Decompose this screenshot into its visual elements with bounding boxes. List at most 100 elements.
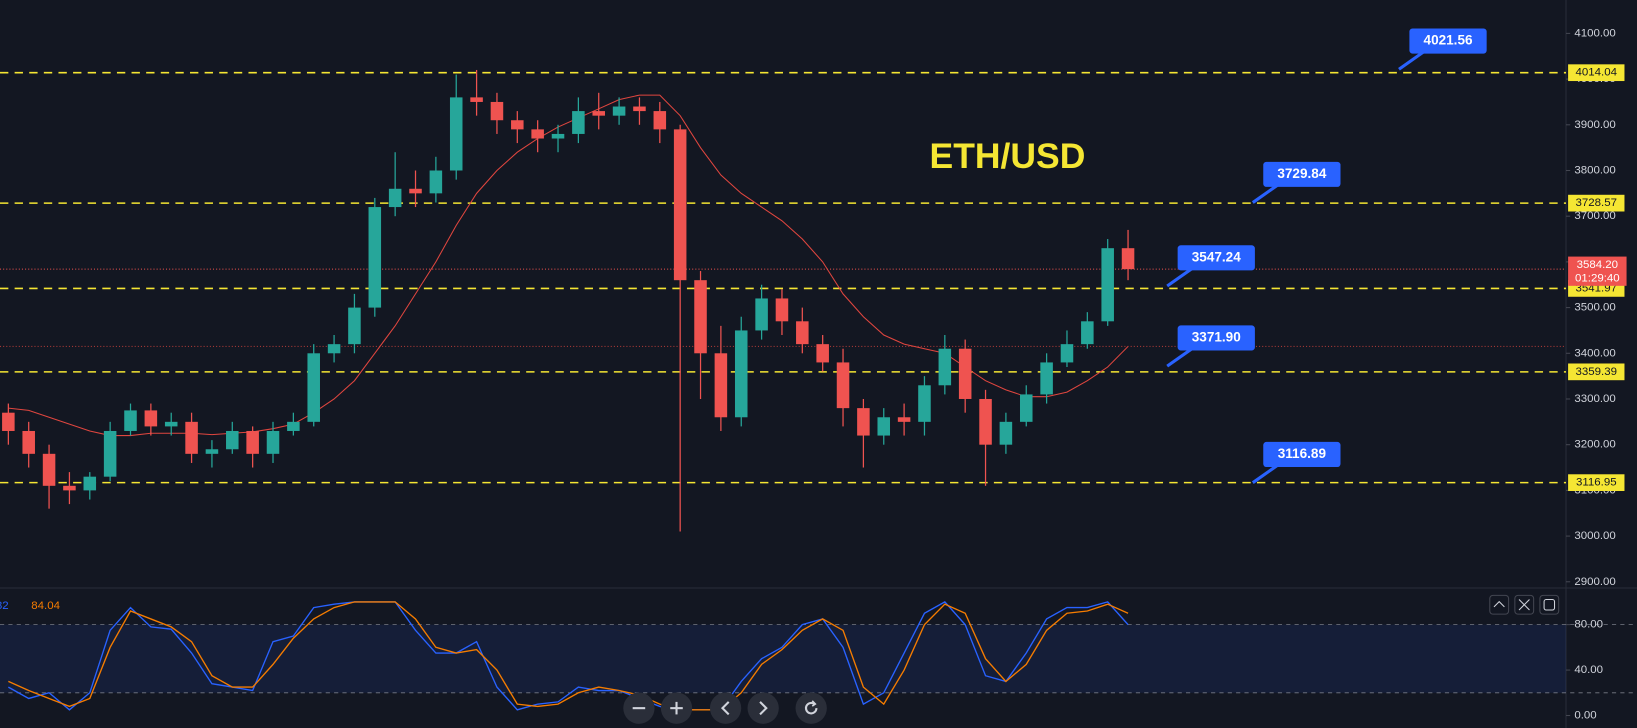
callout-label: 3729.84 [1277,166,1326,181]
candle-body [531,129,544,139]
candle-body [42,453,56,486]
candle-body [63,485,76,491]
y-tick-label: 3400.00 [1574,347,1615,359]
zoom-in-button[interactable] [660,692,693,724]
toolbar [623,692,827,724]
candle-body [266,430,280,454]
stochastic-line [8,601,1129,711]
scroll-right-button[interactable] [747,692,779,724]
candle-body [368,207,382,308]
indicator-value: 82 [0,600,9,612]
candle-body [124,410,137,431]
candle-body [144,410,158,427]
y-tick-label: 3500.00 [1574,302,1615,314]
candle-body [511,120,524,130]
candle-body [633,106,646,112]
candle-body [938,348,952,386]
candle-body [816,344,829,363]
candle-body [673,129,687,281]
callout-box [1177,325,1255,351]
candle-body [490,101,504,121]
candle-body [2,412,15,431]
callout-box [1263,161,1341,187]
candle-body [307,353,320,422]
candle-body [1060,344,1074,363]
callout-label: 3547.24 [1192,249,1241,264]
pane-controls [1489,594,1560,615]
callout-box [1263,441,1341,467]
candle-body [857,408,870,436]
indicator-value: 84.04 [31,600,60,612]
level-label-box [1568,194,1625,212]
candle-body [226,430,239,450]
candle-body [449,97,463,171]
candle-body [246,430,259,454]
move-up-button[interactable] [1489,594,1510,615]
candle-body [999,421,1013,445]
candle-body [409,188,422,194]
candle-body [103,430,117,477]
candle-body [979,398,992,445]
candle-body [755,298,768,331]
candle-body [694,280,707,354]
candle-body [22,430,35,454]
y-tick-label: 3800.00 [1574,165,1615,177]
maximize-pane-button[interactable] [1539,594,1560,615]
candle-body [348,307,361,345]
level-label: 3359.39 [1576,366,1617,378]
candle-body [877,417,891,436]
candle-body [1121,248,1135,270]
candle-body [918,385,931,422]
candle-body [1040,362,1053,395]
candle-body [796,321,809,345]
zoom-out-button[interactable] [623,692,655,724]
candle-body [429,170,443,194]
callout-label: 4021.56 [1424,33,1473,48]
countdown-label: 01:29:40 [1575,273,1620,285]
last-price-label: 3584.20 [1577,259,1618,271]
candle-body [1101,248,1114,322]
candle-body [164,421,178,427]
candle-body [388,188,402,208]
candle-body [1019,394,1033,422]
candle-body [1081,321,1094,345]
candle-body [470,97,483,102]
y-tick-label: 2900.00 [1574,576,1615,588]
y-tick-label: 3200.00 [1574,439,1615,451]
stochastic-line [8,601,1129,711]
candle-body [185,421,198,454]
y-tick-label: 3700.00 [1574,210,1615,222]
y-tick-label: 3900.00 [1574,119,1615,131]
chart-title: ETH/USD [930,136,1086,176]
level-label-box [1568,474,1625,491]
callout-label: 3371.90 [1192,330,1241,345]
y-tick-label: 40.00 [1574,664,1603,676]
reset-button[interactable] [795,692,827,724]
candle-body [714,353,728,418]
candle-body [836,362,850,409]
candle-body [592,111,606,116]
callout-box [1177,245,1255,271]
candle-body [572,111,585,134]
level-label: 4014.04 [1576,67,1618,79]
candle-body [205,449,219,454]
level-label-box [1568,363,1625,381]
candle-body [287,421,300,431]
callout-label: 3116.89 [1278,446,1327,461]
candle-body [653,111,667,130]
close-pane-button[interactable] [1514,594,1535,615]
scroll-left-button[interactable] [709,692,742,724]
level-label: 3728.57 [1576,197,1617,209]
level-label: 3116.95 [1576,477,1617,489]
y-tick-label: 0.00 [1574,710,1596,722]
candle-body [958,348,972,399]
y-tick-label: 3000.00 [1574,530,1615,542]
candle-body [327,344,341,354]
candle-body [897,417,911,422]
y-tick-label: 3300.00 [1574,393,1615,405]
y-tick-label: 80.00 [1574,619,1603,631]
candle-body [551,133,565,139]
candle-body [775,298,789,322]
callout-box [1409,28,1487,54]
